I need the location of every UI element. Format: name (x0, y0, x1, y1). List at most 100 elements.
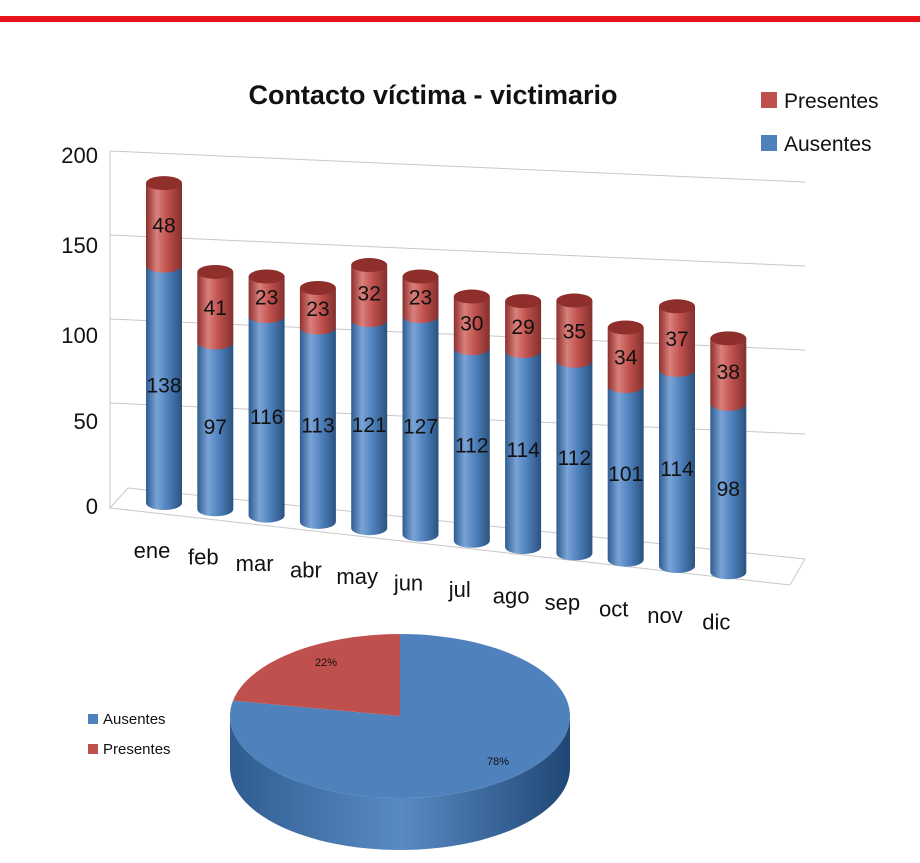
x-tick-label: feb (188, 545, 219, 570)
y-tick-label: 50 (74, 409, 98, 434)
y-axis-ticks: 0 50 100 150 200 (61, 143, 98, 519)
x-tick-label: mar (236, 551, 274, 576)
bar-ausentes (659, 369, 695, 573)
x-tick-label: jun (393, 571, 423, 596)
bar-top-cap (710, 331, 747, 346)
bar-top-cap (197, 264, 234, 279)
x-tick-label: abr (290, 558, 322, 583)
pie-legend-swatch-ausentes (88, 714, 98, 724)
bar-ausentes (607, 385, 644, 567)
bar-ausentes (197, 342, 234, 517)
bar-top-cap (351, 258, 388, 273)
bar-legend: Presentes Ausentes (761, 90, 879, 156)
data-label-presentes: 34 (614, 347, 638, 370)
bar-ausentes (710, 403, 747, 580)
bar-top-cap (607, 320, 644, 335)
bar-presentes (402, 276, 439, 324)
bar-ausentes (505, 351, 542, 555)
data-label-presentes: 29 (511, 316, 534, 339)
bar-presentes (197, 271, 234, 350)
data-label-ausentes: 113 (301, 415, 334, 438)
legend-label-ausentes: Ausentes (784, 133, 872, 156)
bar-ausentes (453, 348, 490, 548)
y-tick-label: 100 (61, 323, 98, 348)
pie-body: 78% 22% (229, 634, 571, 850)
bar-ausentes (556, 360, 593, 561)
data-label-ausentes: 112 (455, 434, 488, 457)
x-tick-label: ago (493, 584, 530, 609)
bar-presentes (299, 287, 336, 335)
chart-title: Contacto víctima - victimario (248, 80, 617, 110)
x-axis-categories: ene feb mar abr may jun jul ago sep oct nov dic (134, 538, 731, 635)
y-tick-label: 150 (61, 233, 98, 258)
bar-ausentes (146, 265, 182, 510)
data-label-ausentes: 97 (204, 416, 227, 439)
x-tick-label: dic (702, 610, 730, 635)
bar-presentes (659, 306, 695, 377)
bar-top-cap (146, 176, 182, 191)
bar-presentes (453, 296, 490, 356)
bar-presentes (248, 276, 285, 324)
gridline (109, 150, 806, 183)
x-tick-label: oct (599, 597, 628, 622)
bar-top-cap (505, 294, 542, 309)
bar-presentes (146, 183, 182, 273)
bar-top-cap (453, 289, 490, 304)
pie-side-wall (230, 716, 570, 850)
data-label-presentes: 41 (204, 297, 227, 320)
bar-presentes (710, 338, 747, 411)
data-label-presentes: 48 (152, 214, 175, 237)
x-tick-label: ene (134, 538, 171, 563)
legend-label-presentes: Presentes (784, 90, 879, 113)
data-label-presentes: 23 (255, 286, 278, 309)
data-label-presentes: 30 (460, 312, 483, 335)
gridline (109, 234, 806, 267)
bar-top-cap (248, 269, 285, 284)
pie-label-presentes: 22% (315, 657, 337, 669)
bar-top-cap (659, 299, 695, 314)
y-tick-label: 200 (61, 143, 98, 168)
x-tick-label: nov (647, 603, 682, 628)
pie-slice-presentes (233, 634, 400, 716)
data-label-presentes: 23 (306, 298, 329, 321)
pie-legend-swatch-presentes (88, 744, 98, 754)
pie-chart: 78% 22% Ausentes Presentes (88, 634, 571, 850)
data-label-ausentes: 101 (608, 463, 643, 486)
bar-ausentes (402, 316, 439, 542)
pie-legend-label-ausentes: Ausentes (103, 711, 166, 728)
legend-swatch-ausentes (761, 135, 777, 151)
data-label-ausentes: 98 (717, 478, 740, 501)
pie-label-ausentes: 78% (487, 756, 509, 768)
bar-top-cap (299, 280, 336, 295)
bar-presentes (351, 265, 388, 328)
legend-swatch-presentes (761, 92, 777, 108)
bar-ausentes (299, 327, 336, 529)
data-label-ausentes: 127 (403, 415, 438, 438)
bar-top-cap (556, 293, 593, 308)
x-tick-label: may (336, 564, 378, 589)
pie-legend: Ausentes Presentes (88, 711, 171, 758)
data-label-ausentes: 121 (352, 414, 387, 437)
bar-chart: Contacto víctima - victimario 0 50 100 150 2… (61, 80, 878, 635)
data-label-presentes: 37 (665, 328, 688, 351)
x-tick-label: jul (448, 577, 471, 602)
data-label-ausentes: 114 (506, 439, 540, 462)
data-label-presentes: 35 (563, 321, 586, 344)
data-label-ausentes: 138 (146, 374, 181, 397)
pie-legend-label-presentes: Presentes (103, 741, 171, 758)
y-tick-label: 0 (86, 494, 98, 519)
x-tick-label: sep (545, 590, 580, 615)
data-label-presentes: 38 (717, 361, 740, 384)
data-label-ausentes: 114 (660, 458, 694, 481)
data-label-ausentes: 112 (558, 447, 591, 470)
bar-presentes (505, 301, 542, 359)
data-label-presentes: 23 (409, 286, 432, 309)
bar-ausentes (248, 316, 285, 523)
bar-ausentes (351, 320, 388, 536)
data-label-presentes: 32 (358, 283, 381, 306)
bar-presentes (556, 300, 593, 368)
top-red-rule (0, 16, 920, 22)
bar-presentes (607, 327, 644, 393)
data-label-ausentes: 116 (250, 406, 283, 429)
